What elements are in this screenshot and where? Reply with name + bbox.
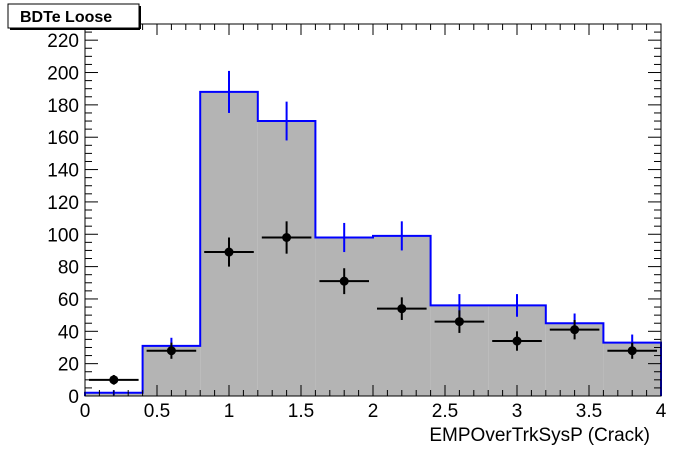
chart-title: BDTe Loose bbox=[20, 9, 112, 26]
x-tick-label: 0 bbox=[80, 401, 91, 422]
y-tick-label: 220 bbox=[47, 31, 79, 52]
data-point bbox=[454, 317, 464, 327]
y-tick-label: 120 bbox=[47, 193, 79, 214]
y-tick-label: 180 bbox=[47, 96, 79, 117]
y-tick-label: 100 bbox=[47, 225, 79, 246]
x-tick-label: 1.5 bbox=[288, 401, 314, 422]
data-point bbox=[109, 375, 119, 385]
data-point bbox=[397, 304, 407, 314]
axes: 0 0.5 1 1.5 2 2.5 3 3.5 402040608010012014016018… bbox=[47, 23, 667, 422]
data-point bbox=[224, 247, 234, 257]
histogram-bar bbox=[257, 121, 316, 396]
x-tick-label: 1 bbox=[224, 401, 235, 422]
data-point bbox=[570, 325, 580, 335]
y-tick-label: 160 bbox=[47, 128, 79, 149]
y-tick-label: 40 bbox=[58, 322, 79, 343]
histogram-outline bbox=[84, 90, 662, 396]
x-tick-label: 4 bbox=[656, 401, 667, 422]
y-tick-label: 60 bbox=[58, 290, 79, 311]
histogram-bar bbox=[315, 237, 373, 396]
data-point bbox=[166, 346, 176, 356]
x-tick-label: 3 bbox=[512, 401, 523, 422]
x-tick-label: 0.5 bbox=[144, 401, 170, 422]
y-tick-label: 200 bbox=[47, 64, 79, 85]
y-tick-label: 20 bbox=[58, 355, 79, 376]
y-tick-label: 0 bbox=[68, 387, 79, 408]
data-point bbox=[282, 232, 292, 242]
x-tick-label: 2 bbox=[368, 401, 379, 422]
y-tick-label: 140 bbox=[47, 161, 79, 182]
plot-area bbox=[84, 24, 662, 397]
x-axis-title: EMPOverTrkSysP (Crack) bbox=[429, 425, 650, 446]
x-tick-label: 3.5 bbox=[576, 401, 602, 422]
data-point bbox=[339, 276, 349, 286]
x-tick-label: 2.5 bbox=[432, 401, 458, 422]
chart-title-box: BDTe Loose bbox=[7, 3, 141, 30]
data-point bbox=[627, 346, 637, 356]
y-tick-label: 80 bbox=[58, 258, 79, 279]
data-point bbox=[512, 336, 522, 346]
